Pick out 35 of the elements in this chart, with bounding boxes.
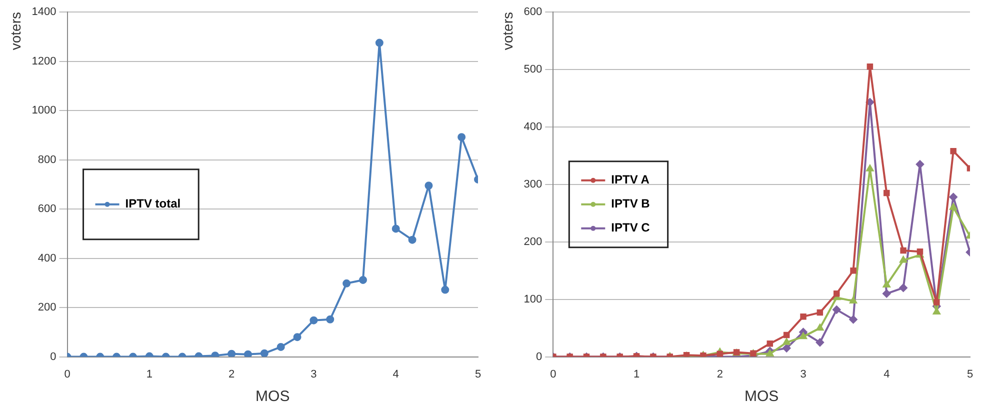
y-tick-label: 800	[38, 154, 56, 166]
x-tick-label: 3	[800, 368, 806, 380]
x-axis-title: MOS	[744, 388, 779, 406]
x-tick-label: 1	[146, 368, 152, 380]
y-tick-label: 200	[524, 236, 542, 248]
x-tick-label: 0	[64, 368, 70, 380]
y-tick-label: 500	[524, 64, 542, 76]
legend-label: IPTV total	[125, 196, 181, 211]
x-tick-label: 0	[550, 368, 556, 380]
y-tick-label: 300	[524, 178, 542, 190]
y-tick-label: 600	[38, 203, 56, 216]
x-tick-label: 5	[474, 368, 482, 380]
x-tick-label: 2	[228, 368, 235, 380]
y-tick-label: 200	[38, 302, 56, 314]
y-tick-label: 1400	[32, 6, 56, 18]
x-tick-label: 1	[633, 368, 640, 380]
y-tick-label: 1200	[32, 55, 56, 68]
x-axis-title: MOS	[256, 388, 290, 406]
x-tick-label: 4	[884, 368, 890, 380]
y-axis-title: voters	[499, 12, 516, 50]
legend-label: IPTV B	[611, 196, 650, 211]
y-tick-label: 600	[524, 6, 542, 18]
y-tick-label: 400	[38, 252, 56, 264]
legend-label: IPTV A	[611, 172, 650, 187]
y-tick-label: 0	[50, 350, 56, 363]
y-tick-label: 400	[524, 120, 542, 133]
x-tick-label: 2	[716, 368, 723, 380]
y-tick-label: 0	[536, 350, 542, 363]
y-tick-label: 1000	[32, 104, 56, 117]
x-tick-label: 4	[392, 368, 399, 380]
x-tick-label: 5	[966, 368, 974, 380]
x-tick-label: 3	[310, 368, 317, 380]
legend-label: IPTV C	[611, 220, 650, 235]
y-axis-title: voters	[7, 12, 24, 50]
y-tick-label: 100	[524, 293, 542, 306]
